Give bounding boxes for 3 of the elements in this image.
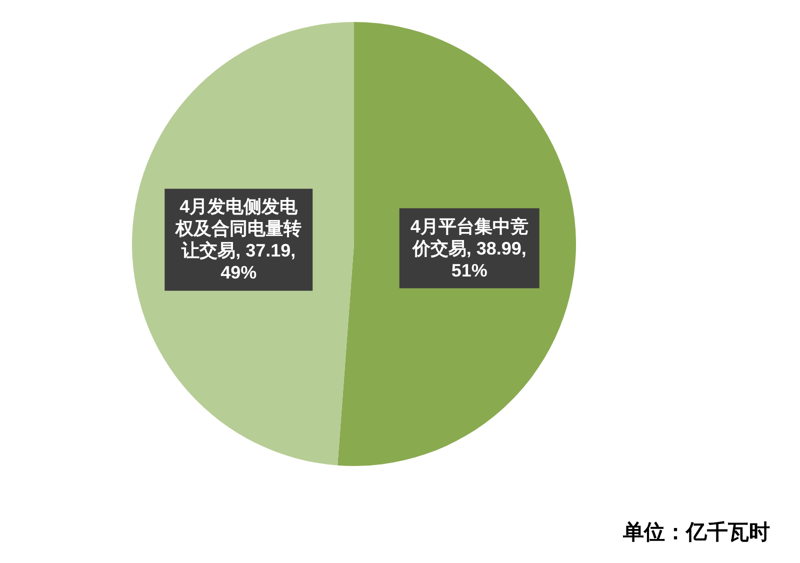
slice-label: 4月发电侧发电权及合同电量转让交易, 37.19, 49% (174, 196, 302, 283)
slice-label: 4月平台集中竞价交易, 38.99, 51% (410, 216, 528, 280)
text: 单位：亿千瓦时 (622, 520, 770, 544)
